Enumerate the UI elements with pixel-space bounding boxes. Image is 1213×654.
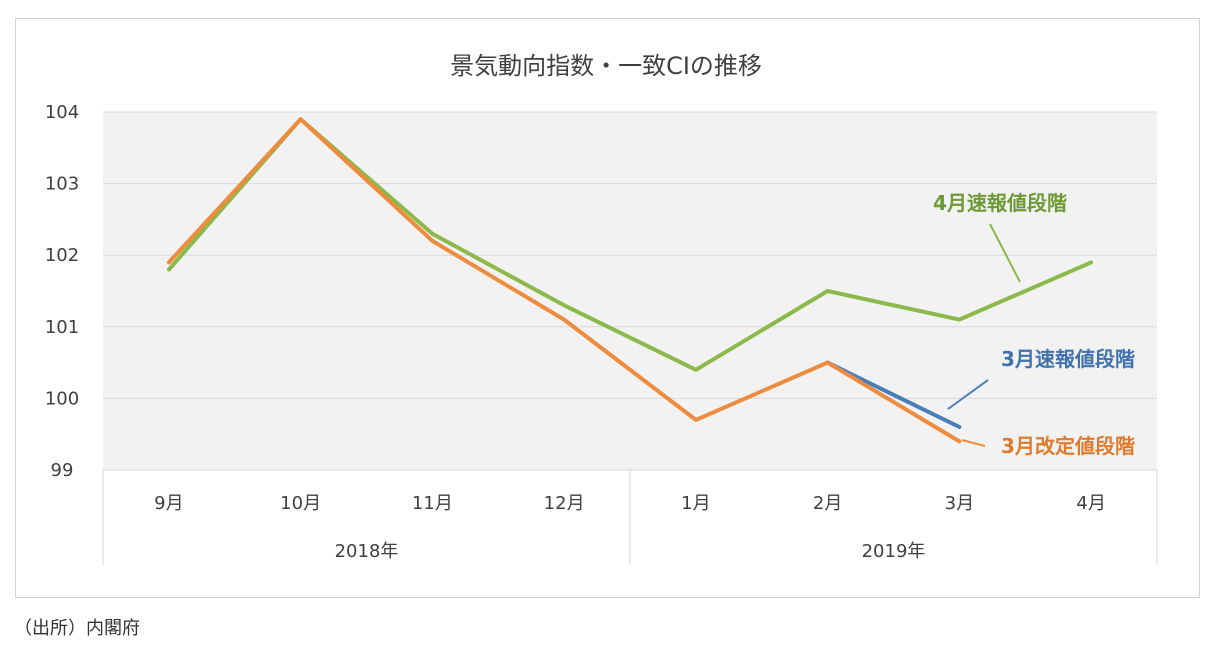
y-tick-100: 100 [45, 388, 79, 409]
annotation-apr-prelim: 4月速報値段階 [933, 191, 1067, 215]
x-tick-7: 4月 [1076, 493, 1105, 514]
leader-mar-revised [961, 439, 986, 447]
x-tick-labels: 9月 10月 11月 12月 1月 2月 3月 4月 [154, 493, 1106, 514]
source-note: （出所）内閣府 [14, 618, 140, 639]
x-tick-3: 12月 [544, 493, 585, 514]
year-label-0: 2018年 [335, 541, 399, 562]
series-line-0 [166, 117, 962, 444]
annotation-mar-prelim: 3月速報値段階 [1001, 347, 1135, 371]
plot-area [103, 112, 1157, 470]
year-group-labels: 2018年 2019年 [335, 541, 926, 562]
x-tick-6: 3月 [945, 493, 974, 514]
x-tick-1: 10月 [280, 493, 321, 514]
annotation-leaders [947, 223, 1021, 447]
axes [102, 469, 1158, 565]
series-line-1 [825, 360, 962, 429]
y-tick-104: 104 [45, 102, 79, 123]
y-tick-labels: 99 100 101 102 103 104 [45, 102, 79, 481]
leader-apr-prelim [989, 223, 1021, 283]
y-tick-102: 102 [45, 245, 79, 266]
x-tick-5: 2月 [813, 493, 842, 514]
x-tick-4: 1月 [681, 493, 710, 514]
x-tick-0: 9月 [154, 493, 183, 514]
y-tick-101: 101 [45, 317, 79, 338]
y-tick-99: 99 [51, 460, 74, 481]
leader-mar-prelim [947, 379, 989, 410]
series-lines [166, 117, 1094, 444]
x-tick-2: 11月 [412, 493, 453, 514]
y-tick-103: 103 [45, 174, 79, 195]
gridlines [103, 111, 1157, 399]
chart-title: 景気動向指数・一致CIの推移 [450, 52, 762, 80]
year-label-1: 2019年 [862, 541, 926, 562]
annotation-mar-revised: 3月改定値段階 [1001, 434, 1135, 458]
